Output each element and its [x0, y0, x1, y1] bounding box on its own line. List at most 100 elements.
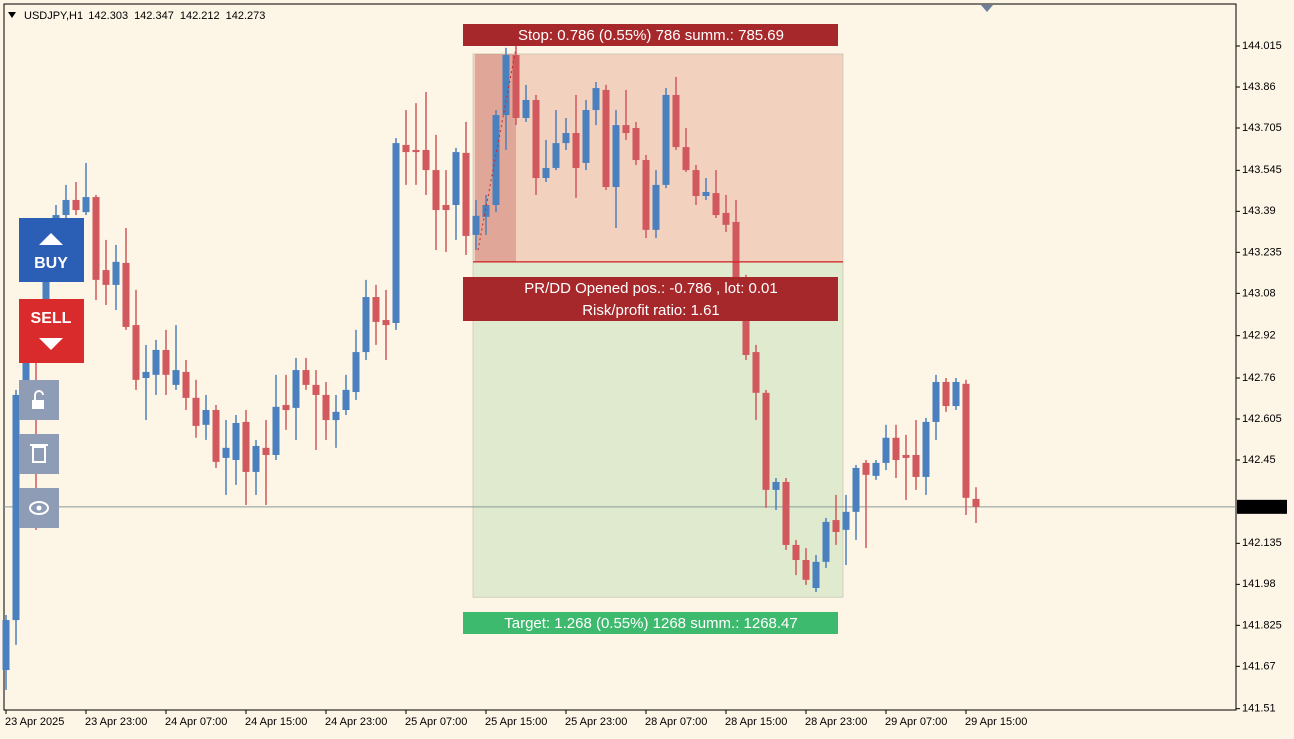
lock-icon — [32, 400, 44, 409]
y-tick-label: 143.39 — [1242, 205, 1276, 217]
header: USDJPY,H1 142.303 142.347 142.212 142.273 — [24, 10, 265, 22]
ratio-label: Risk/profit ratio: 1.61 — [582, 302, 720, 319]
candle-body — [662, 94, 670, 185]
eye-icon — [29, 501, 49, 515]
candle-body — [892, 437, 900, 461]
x-tick-label: 24 Apr 15:00 — [245, 716, 307, 728]
trash-icon — [32, 446, 46, 463]
candle-body — [112, 261, 120, 285]
candle-body — [162, 349, 170, 375]
y-tick-label: 143.86 — [1242, 81, 1276, 93]
candle-body — [502, 54, 510, 116]
candle-body — [782, 481, 790, 545]
candle-body — [922, 421, 930, 477]
delete-button[interactable] — [19, 434, 59, 474]
candle-body — [62, 199, 70, 216]
buy-label: BUY — [34, 255, 68, 272]
price-tag — [1237, 499, 1287, 514]
candle-body — [902, 454, 910, 458]
x-tick-label: 28 Apr 15:00 — [725, 716, 787, 728]
candle-body — [882, 437, 890, 463]
sell-button[interactable] — [19, 299, 84, 363]
candle-body — [752, 352, 760, 393]
candle-body — [202, 410, 210, 425]
y-tick-label: 142.92 — [1242, 330, 1276, 342]
x-tick-label: 25 Apr 23:00 — [565, 716, 627, 728]
candle-body — [822, 521, 830, 562]
candle-body — [622, 125, 630, 134]
candle-body — [222, 447, 230, 458]
candle-body — [732, 221, 740, 279]
buy-button[interactable] — [19, 218, 84, 282]
x-tick-label: 29 Apr 07:00 — [885, 716, 947, 728]
candle-body — [332, 411, 340, 421]
candle-body — [132, 325, 140, 380]
candle-body — [862, 462, 870, 475]
candle-body — [652, 184, 660, 230]
y-tick-label: 143.235 — [1242, 246, 1282, 258]
candle-body — [492, 115, 500, 205]
header-price: 142.273 — [226, 10, 266, 22]
candle-body — [962, 383, 970, 498]
candle-body — [812, 561, 820, 589]
y-tick-label: 141.825 — [1242, 619, 1282, 631]
candle-body — [402, 144, 410, 153]
candle-body — [522, 99, 530, 118]
y-tick-label: 143.545 — [1242, 164, 1282, 176]
sell-arrow — [39, 338, 63, 350]
candle-body — [322, 394, 330, 421]
y-tick-label: 142.135 — [1242, 537, 1282, 549]
candle-body — [262, 447, 270, 455]
candle-body — [282, 404, 290, 411]
shift-marker — [981, 5, 993, 12]
candle-body — [192, 397, 200, 426]
candle-body — [242, 421, 250, 472]
candle-body — [972, 498, 980, 507]
candle-body — [2, 620, 10, 671]
symbol: USDJPY,H1 — [24, 10, 83, 22]
x-tick-label: 23 Apr 2025 — [5, 716, 64, 728]
candle-body — [292, 370, 300, 408]
candle-body — [392, 143, 400, 323]
lock-shackle — [34, 390, 44, 400]
y-tick-label: 142.76 — [1242, 372, 1276, 384]
entry-trace — [477, 47, 517, 251]
candle-body — [212, 410, 220, 462]
candle-body — [272, 406, 280, 455]
stop-label-box — [463, 24, 838, 46]
stop-label: Stop: 0.786 (0.55%) 786 summ.: 785.69 — [518, 27, 784, 44]
candle-body — [562, 133, 570, 144]
candle-body — [182, 371, 190, 398]
candle-body — [82, 197, 90, 213]
candle-body — [72, 199, 80, 211]
y-tick-label: 141.51 — [1242, 703, 1276, 715]
y-tick-label: 141.98 — [1242, 578, 1276, 590]
candle-body — [312, 384, 320, 395]
candle-body — [512, 54, 520, 118]
menu-arrow — [8, 12, 16, 18]
y-tick-label: 144.015 — [1242, 40, 1282, 52]
candle-body — [302, 370, 310, 385]
target-label: Target: 1.268 (0.55%) 1268 summ.: 1268.4… — [504, 615, 798, 632]
y-tick-label: 142.45 — [1242, 454, 1276, 466]
candle-body — [12, 394, 20, 621]
y-tick-label: 142.605 — [1242, 413, 1282, 425]
candle-body — [632, 128, 640, 161]
candle-body — [452, 152, 460, 205]
position-label: PR/DD Opened pos.: -0.786 , lot: 0.01 — [524, 280, 777, 297]
header-price: 142.303 — [88, 10, 128, 22]
candle-body — [422, 149, 430, 171]
buy-arrow — [39, 233, 63, 245]
header-price: 142.212 — [180, 10, 220, 22]
candle-body — [432, 170, 440, 211]
candle-body — [252, 445, 260, 472]
candle-body — [702, 192, 710, 196]
target-label-box — [463, 612, 838, 634]
candle-body — [552, 143, 560, 168]
candle-body — [942, 381, 950, 407]
header-price: 142.347 — [134, 10, 174, 22]
x-tick-label: 24 Apr 07:00 — [165, 716, 227, 728]
candle-body — [342, 389, 350, 411]
candle-body — [802, 560, 810, 580]
